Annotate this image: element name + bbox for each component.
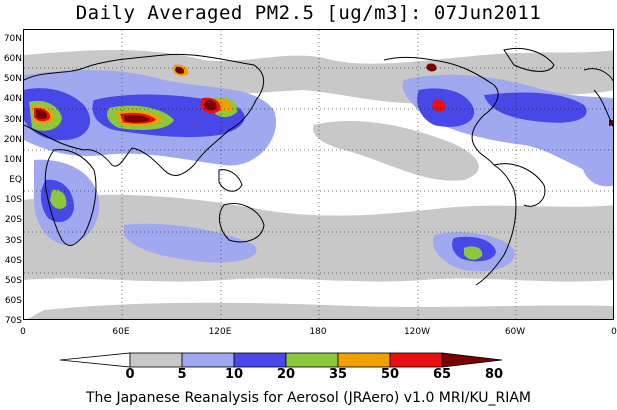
colorbar-cell (389, 352, 443, 368)
lat-tick-label: 30N (3, 114, 22, 125)
colorbar-tick-label: 80 (484, 367, 504, 382)
lat-tick-label: 20N (3, 134, 22, 145)
colorbar-cell (337, 352, 391, 368)
lon-tick-label: 0 (611, 327, 617, 337)
pm25-map (24, 30, 613, 319)
colorbar-tick-label: 35 (328, 367, 348, 382)
lat-tick-label: 10S (4, 195, 22, 206)
lon-tick-label: 0 (20, 327, 26, 337)
colorbar-tick-label: 50 (380, 367, 400, 382)
lon-tick-label: 60E (112, 327, 130, 337)
lon-tick-label: 60W (504, 327, 526, 337)
colorbar-tick-label: 20 (276, 367, 296, 382)
colorbar-tick-label: 65 (432, 367, 452, 382)
colorbar-cell (441, 352, 503, 368)
graticule (24, 30, 613, 319)
colorbar-tick-label: 10 (224, 367, 244, 382)
colorbar-tick-label: 5 (177, 367, 187, 382)
lat-tick-label: 70S (4, 316, 22, 327)
lat-tick-label: 20S (4, 215, 22, 226)
lat-tick-label: 70N (3, 34, 22, 44)
colorbar-cell (129, 352, 183, 368)
coastlines (24, 47, 613, 286)
lat-tick-label: 10N (3, 154, 22, 165)
lon-tick-label: 180 (309, 327, 327, 337)
colorbar-cell (285, 352, 339, 368)
map-plot[interactable] (23, 29, 614, 320)
colorbar-tick-label: 0 (125, 367, 135, 382)
lat-tick-label: 50S (4, 275, 22, 286)
lat-tick-label: EQ (9, 175, 22, 186)
lat-tick-label: 40N (3, 94, 22, 105)
colorbar-cell (233, 352, 287, 368)
chart-title: Daily Averaged PM2.5 [ug/m3]: 07Jun2011 (75, 2, 542, 24)
lat-tick-label: 60N (3, 54, 22, 65)
colorbar-cell (60, 352, 131, 368)
lat-tick-label: 50N (3, 74, 22, 85)
lon-tick-label: 120W (403, 327, 431, 337)
lat-tick-label: 60S (4, 295, 22, 306)
lon-tick-label: 120E (208, 327, 232, 337)
pm25-darkred-fields (36, 63, 613, 126)
lat-tick-label: 40S (4, 255, 22, 266)
colorbar-cell (181, 352, 235, 368)
colorbar (60, 352, 503, 368)
footer-credit: The Japanese Reanalysis for Aerosol (JRA… (85, 390, 532, 406)
lat-tick-label: 30S (4, 235, 22, 246)
